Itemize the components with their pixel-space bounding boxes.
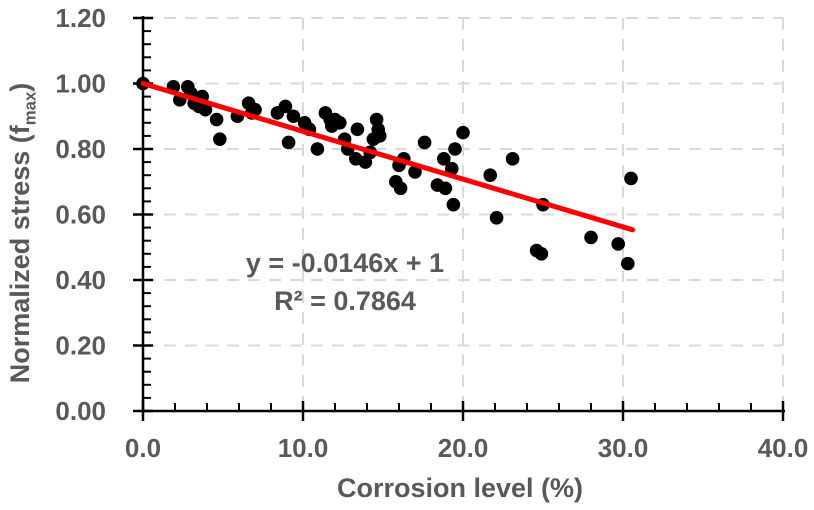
trendline-annotation: y = -0.0146x + 1 R² = 0.7864 [205, 244, 485, 320]
data-point [209, 112, 224, 127]
y-tick-labels: 0.00 0.20 0.40 0.60 0.80 1.00 1.20 [55, 3, 106, 426]
data-point [286, 109, 301, 124]
data-point [198, 102, 213, 117]
y-axis-title-subscript: max [20, 91, 40, 126]
y-axis-title: Normalized stress (fmax) [2, 3, 40, 463]
x-axis-title: Corrosion level (%) [336, 473, 584, 503]
y-axis-title-text: Normalized stress (f [5, 125, 35, 384]
y-tick-label: 1.20 [55, 3, 106, 33]
data-point [624, 171, 638, 186]
data-point [445, 161, 459, 176]
data-point [446, 197, 461, 212]
y-tick-label: 1.00 [55, 69, 106, 99]
vertical-gridlines [302, 18, 784, 411]
data-point [584, 230, 598, 245]
trendline-r-squared: R² = 0.7864 [274, 286, 416, 316]
y-tick-label: 0.60 [55, 200, 106, 230]
y-tick-label: 0.20 [55, 331, 106, 361]
trend-line [140, 81, 636, 233]
data-point [534, 247, 549, 261]
data-point [333, 116, 347, 130]
y-axis-title-suffix: ) [5, 82, 35, 92]
data-point [248, 102, 262, 117]
x-tick-label: 10.0 [278, 433, 329, 463]
data-point [621, 256, 635, 271]
data-point [213, 132, 227, 146]
x-tick-labels: 0.0 10.0 20.0 30.0 40.0 [125, 433, 808, 463]
x-tick-label: 30.0 [598, 433, 649, 463]
data-point [417, 135, 432, 150]
data-point [489, 210, 504, 225]
data-point [393, 181, 408, 196]
data-point [350, 122, 365, 137]
x-tick-label: 20.0 [438, 433, 489, 463]
data-point [281, 135, 296, 150]
data-point [437, 152, 451, 166]
data-point [505, 152, 520, 166]
data-point [373, 129, 387, 143]
data-point [611, 237, 625, 251]
scatter-series [136, 76, 638, 271]
data-point [310, 142, 325, 156]
trendline-group [140, 81, 636, 233]
y-tick-label: 0.80 [55, 134, 106, 164]
ticks [133, 16, 785, 421]
data-point [456, 125, 470, 140]
trendline-equation: y = -0.0146x + 1 [245, 248, 445, 278]
data-point [483, 168, 498, 182]
data-point [278, 99, 293, 114]
y-tick-label: 0.00 [55, 396, 106, 426]
x-tick-label: 40.0 [758, 433, 809, 463]
data-point [408, 165, 422, 179]
x-tick-label: 0.0 [125, 433, 161, 463]
data-point [438, 181, 453, 196]
y-tick-label: 0.40 [55, 265, 106, 295]
data-point [448, 142, 462, 156]
